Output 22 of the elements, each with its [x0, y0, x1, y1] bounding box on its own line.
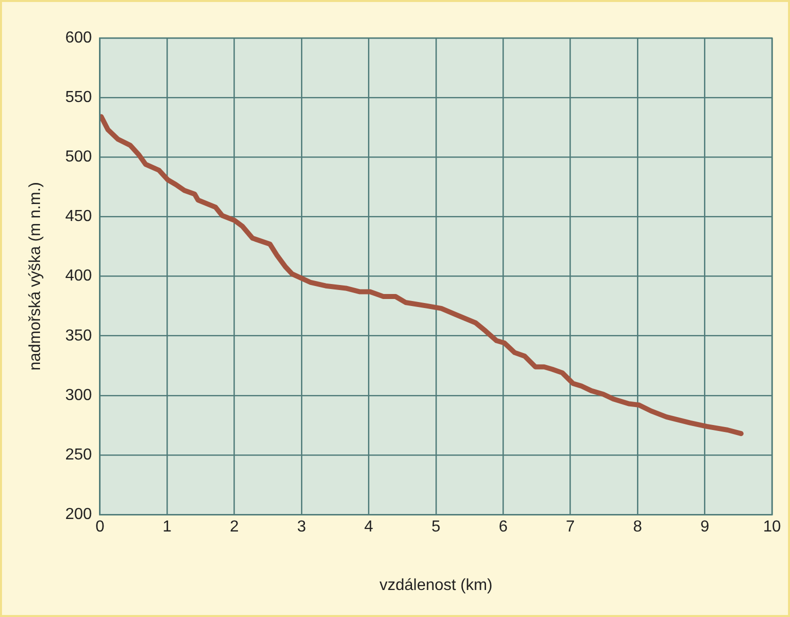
y-axis-title: nadmořská výška (m n.m.) — [27, 182, 44, 371]
x-tick-label: 3 — [297, 518, 306, 536]
x-tick-label: 0 — [95, 518, 104, 536]
y-tick-label: 500 — [65, 148, 92, 166]
y-tick-label: 200 — [65, 506, 92, 524]
x-tick-label: 9 — [700, 518, 710, 536]
x-axis-title: vzdálenost (km) — [379, 576, 492, 594]
y-tick-label: 600 — [65, 29, 92, 46]
x-tick-label: 7 — [566, 518, 575, 536]
y-tick-label: 400 — [65, 268, 92, 285]
x-tick-label: 4 — [364, 518, 374, 536]
x-tick-label: 5 — [431, 518, 440, 536]
y-tick-label: 350 — [65, 327, 92, 344]
y-tick-label: 300 — [65, 386, 92, 404]
y-tick-label: 250 — [65, 446, 92, 464]
y-tick-label: 550 — [65, 88, 92, 106]
x-tick-label: 6 — [498, 518, 508, 536]
x-tick-label: 8 — [633, 518, 642, 536]
x-tick-label: 1 — [162, 518, 172, 536]
y-tick-label: 450 — [65, 208, 92, 226]
x-tick-label: 2 — [230, 518, 239, 536]
x-tick-label: 10 — [763, 518, 781, 536]
